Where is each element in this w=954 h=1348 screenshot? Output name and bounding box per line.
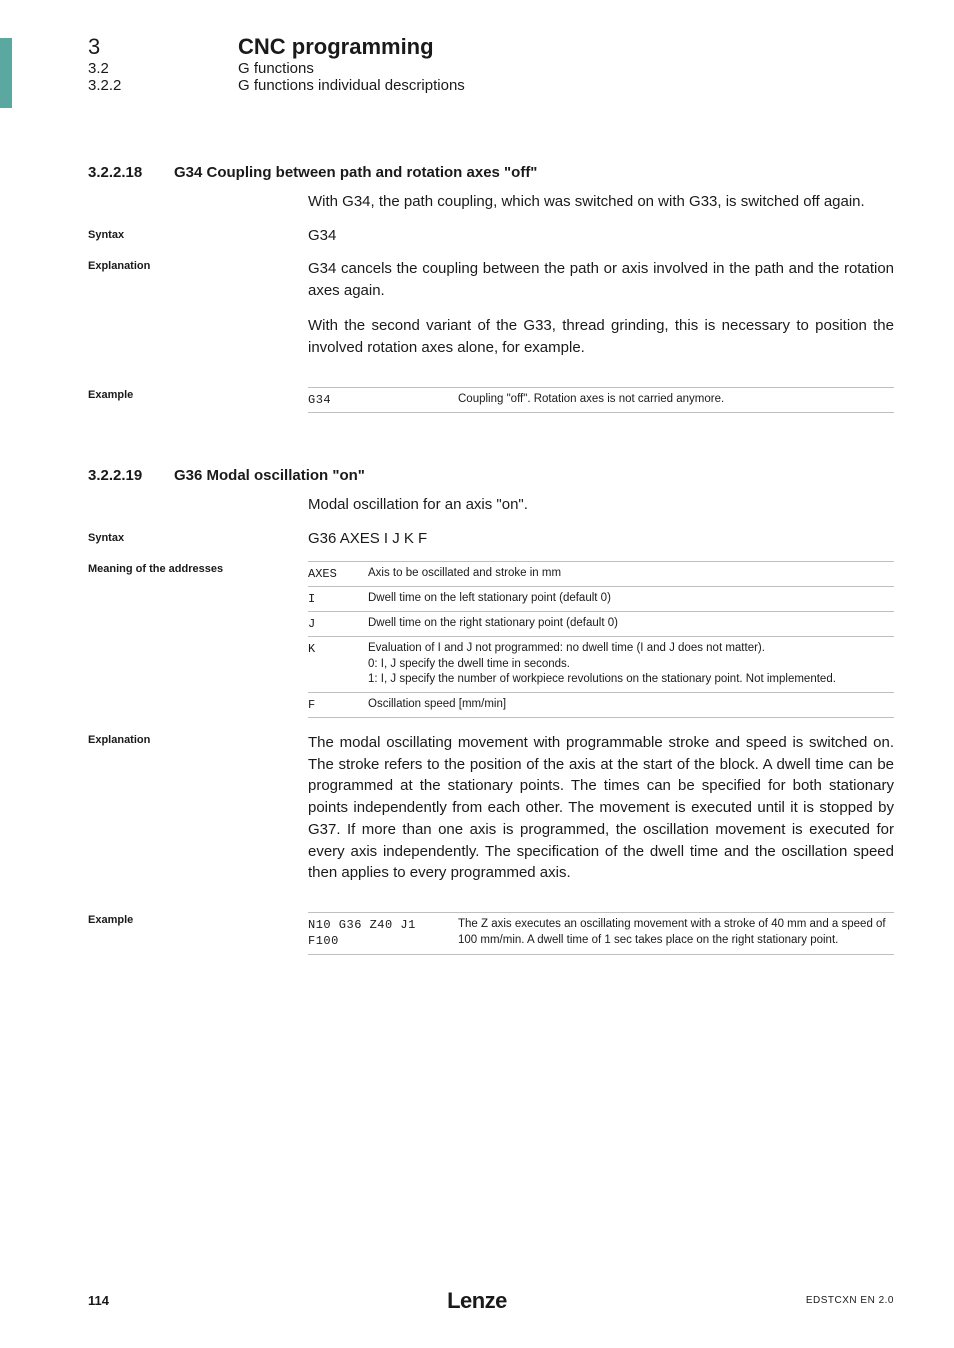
syntax-label: Syntax bbox=[88, 530, 308, 544]
section-number: 3.2 bbox=[88, 60, 238, 77]
addresses-label: Meaning of the addresses bbox=[88, 561, 308, 575]
table-row: F Oscillation speed [mm/min] bbox=[308, 692, 894, 717]
syntax-label: Syntax bbox=[88, 227, 308, 241]
subsection-title: G functions individual descriptions bbox=[238, 77, 465, 94]
table-row: I Dwell time on the left stationary poin… bbox=[308, 586, 894, 611]
heading-number: 3.2.2.18 bbox=[88, 164, 174, 181]
subsection-number: 3.2.2 bbox=[88, 77, 238, 94]
example-description: The Z axis executes an oscillating movem… bbox=[458, 913, 894, 954]
example-label: Example bbox=[88, 387, 308, 401]
intro-paragraph: Modal oscillation for an axis "on". bbox=[308, 494, 894, 516]
chapter-number: 3 bbox=[88, 34, 100, 59]
document-id: EDSTCXN EN 2.0 bbox=[806, 1295, 894, 1306]
addresses-table: AXES Axis to be oscillated and stroke in… bbox=[308, 561, 894, 718]
explanation-label: Explanation bbox=[88, 732, 308, 746]
example-table: N10 G36 Z40 J1 F100 The Z axis executes … bbox=[308, 912, 894, 954]
syntax-value: G36 AXES I J K F bbox=[308, 530, 894, 547]
addr-key: F bbox=[308, 692, 368, 717]
explanation-label: Explanation bbox=[88, 258, 308, 272]
explanation-p2: With the second variant of the G33, thre… bbox=[308, 315, 894, 359]
table-row: N10 G36 Z40 J1 F100 The Z axis executes … bbox=[308, 913, 894, 954]
addr-val: Dwell time on the left stationary point … bbox=[368, 586, 894, 611]
heading-title: G36 Modal oscillation "on" bbox=[174, 467, 365, 484]
addr-val: Evaluation of I and J not programmed: no… bbox=[368, 637, 894, 693]
example-description: Coupling "off". Rotation axes is not car… bbox=[458, 387, 894, 412]
addr-key: I bbox=[308, 586, 368, 611]
intro-paragraph: With G34, the path coupling, which was s… bbox=[308, 191, 894, 213]
addr-key: J bbox=[308, 612, 368, 637]
accent-bar bbox=[0, 38, 12, 108]
page-number: 114 bbox=[88, 1293, 109, 1308]
addr-val: Axis to be oscillated and stroke in mm bbox=[368, 561, 894, 586]
page-footer: 114 Lenze EDSTCXN EN 2.0 bbox=[0, 1293, 954, 1308]
content-area: 3.2.2.18 G34 Coupling between path and r… bbox=[0, 94, 954, 955]
example-code: G34 bbox=[308, 387, 458, 412]
table-row: J Dwell time on the right stationary poi… bbox=[308, 612, 894, 637]
example-code: N10 G36 Z40 J1 F100 bbox=[308, 913, 458, 954]
example-table: G34 Coupling "off". Rotation axes is not… bbox=[308, 387, 894, 413]
syntax-value: G34 bbox=[308, 227, 894, 244]
explanation-paragraph: The modal oscillating movement with prog… bbox=[308, 732, 894, 884]
section-title: G functions bbox=[238, 60, 314, 77]
heading-title: G34 Coupling between path and rotation a… bbox=[174, 164, 537, 181]
section-heading: 3.2.2.19 G36 Modal oscillation "on" bbox=[88, 467, 894, 484]
table-row: K Evaluation of I and J not programmed: … bbox=[308, 637, 894, 693]
addr-val: Oscillation speed [mm/min] bbox=[368, 692, 894, 717]
example-label: Example bbox=[88, 912, 308, 926]
chapter-title: CNC programming bbox=[238, 34, 434, 60]
brand-logo: Lenze bbox=[447, 1288, 507, 1314]
heading-number: 3.2.2.19 bbox=[88, 467, 174, 484]
table-row: AXES Axis to be oscillated and stroke in… bbox=[308, 561, 894, 586]
addr-val: Dwell time on the right stationary point… bbox=[368, 612, 894, 637]
addr-key: AXES bbox=[308, 561, 368, 586]
table-row: G34 Coupling "off". Rotation axes is not… bbox=[308, 387, 894, 412]
section-heading: 3.2.2.18 G34 Coupling between path and r… bbox=[88, 164, 894, 181]
page-header: 3 CNC programming 3.2 G functions 3.2.2 … bbox=[0, 0, 954, 94]
explanation-p1: G34 cancels the coupling between the pat… bbox=[308, 258, 894, 302]
addr-key: K bbox=[308, 637, 368, 693]
